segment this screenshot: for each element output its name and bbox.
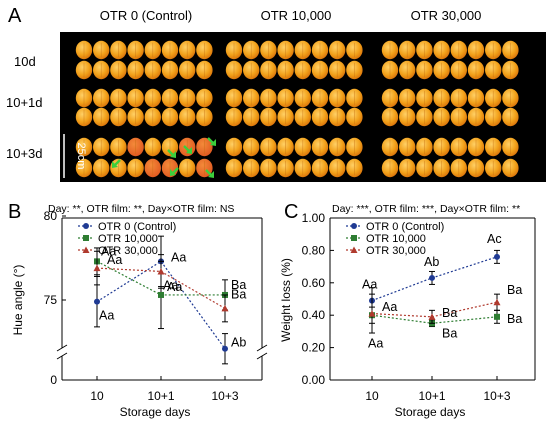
decay-arrow-head <box>170 151 176 158</box>
axis-break-mark <box>56 352 68 360</box>
decay-arrow-head <box>208 171 214 178</box>
data-point <box>93 264 101 272</box>
hue-angle-chart: B Day: **, OTR film: **, Day×OTR film: N… <box>8 201 268 419</box>
data-label: Aa <box>368 337 383 351</box>
panel-c-label: C <box>284 201 298 223</box>
axis-break-mark <box>56 344 68 352</box>
panel-b-label: B <box>8 201 21 223</box>
row-label-10-1d: 10+1d <box>6 95 43 110</box>
data-point <box>429 274 435 281</box>
x-tick-label: 10+3 <box>483 389 510 403</box>
data-point <box>494 313 500 320</box>
data-label: Ba <box>507 283 522 297</box>
y-tick-label: 0.40 <box>302 308 326 322</box>
legend-label: OTR 0 (Control) <box>98 221 176 233</box>
x-tick-label: 10 <box>365 389 379 403</box>
data-label: Aa <box>362 278 377 292</box>
row-label-10-3d: 10+3d <box>6 146 43 161</box>
panel-a-label: A <box>8 5 22 27</box>
weight-loss-chart: C Day: ***, OTR film: ***, Day×OTR film:… <box>279 201 536 419</box>
data-point <box>493 298 501 306</box>
column-header-otr10000: OTR 10,000 <box>261 8 332 23</box>
data-label: Ba <box>507 312 522 326</box>
decay-arrow-head <box>210 139 216 146</box>
legend-label: OTR 30,000 <box>366 245 426 257</box>
data-point <box>368 310 376 317</box>
legend-marker <box>351 235 357 241</box>
series-2: Aa Ba Ba <box>368 283 522 350</box>
data-label: Ac <box>487 232 502 246</box>
x-tick-label: 10+1 <box>418 389 445 403</box>
panel-b-y-axis-title: Hue angle (°) <box>11 265 25 336</box>
y-tick-label: 0.20 <box>302 341 326 355</box>
data-point <box>494 253 500 260</box>
data-label: Ab <box>231 336 246 350</box>
y-tick-label: 1.00 <box>302 211 326 225</box>
data-point <box>158 291 164 298</box>
data-point <box>94 298 100 305</box>
data-point <box>428 313 436 320</box>
x-tick-label: 10+3 <box>211 389 238 403</box>
decay-arrow-head <box>112 161 118 168</box>
data-label: Aa <box>163 278 178 292</box>
y-tick-label: 75 <box>44 293 58 307</box>
legend-label: OTR 10,000 <box>98 233 158 245</box>
legend-marker <box>83 235 89 241</box>
data-label: Aa <box>99 309 114 323</box>
data-label: Aa <box>101 244 116 258</box>
data-label: Aa <box>382 300 397 314</box>
row-label-10d: 10d <box>14 54 36 69</box>
data-point <box>222 345 228 352</box>
decay-arrow-head <box>170 169 176 176</box>
data-label: Ba <box>442 326 457 340</box>
data-label: Ba <box>231 287 246 301</box>
scale-bar-label: 25cm <box>75 143 87 170</box>
data-label: Aa <box>167 280 182 294</box>
legend-marker <box>350 246 358 253</box>
x-tick-label: 10+1 <box>147 389 174 403</box>
legend-marker <box>351 223 357 229</box>
panel-c-x-axis-title: Storage days <box>395 405 466 419</box>
fruit-photo-grid <box>75 40 519 178</box>
panel-c-y-axis-title: Weight loss (%) <box>279 258 293 342</box>
y-tick-label: 0.00 <box>302 373 326 387</box>
panel-b-x-axis-title: Storage days <box>120 405 191 419</box>
data-point <box>221 304 229 312</box>
axes: 0 75 80 10 10+1 10+3 <box>44 209 268 403</box>
data-label: Ba <box>231 278 246 292</box>
x-tick-label: 10 <box>90 389 104 403</box>
data-label: Ab <box>424 255 439 269</box>
legend-marker <box>83 223 89 229</box>
panel-c-stats-header: Day: ***, OTR film: ***, Day×OTR film: *… <box>332 203 520 215</box>
column-header-otr30000: OTR 30,000 <box>411 8 482 23</box>
axes: 0.00 0.20 0.40 0.60 0.80 1.00 10 10+1 10+3 <box>302 211 536 403</box>
legend-label: OTR 30,000 <box>98 245 158 257</box>
y-tick-label: 0.80 <box>302 243 326 257</box>
y-tick-label: 0 <box>50 373 57 387</box>
legend-label: OTR 10,000 <box>366 233 426 245</box>
y-tick-label: 0.60 <box>302 276 326 290</box>
data-label: Aa <box>107 253 122 267</box>
data-point <box>157 267 165 275</box>
data-label: Aa <box>171 250 186 264</box>
legend-label: OTR 0 (Control) <box>366 221 444 233</box>
decay-arrows <box>112 137 216 178</box>
y-tick-label: 80 <box>44 209 58 223</box>
legend-marker <box>82 246 90 253</box>
series-line <box>96 260 226 350</box>
series-0: Aa Ab Ac <box>362 232 502 315</box>
column-header-otr0: OTR 0 (Control) <box>100 8 192 23</box>
panel-b-stats-header: Day: **, OTR film: **, Day×OTR film: NS <box>48 203 234 215</box>
data-label: Ba <box>442 306 457 320</box>
decay-arrow-head <box>186 147 192 154</box>
